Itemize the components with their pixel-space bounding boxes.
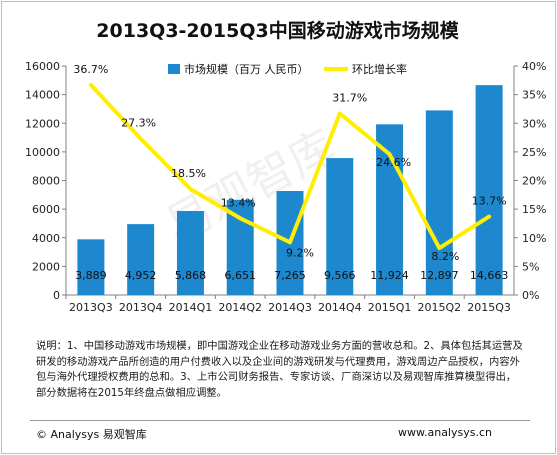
line-value-label: 27.3%	[121, 117, 156, 130]
line-value-label: 36.7%	[73, 63, 108, 76]
y-tick-label-left: 16000	[25, 60, 60, 73]
y-tick-label-left: 4000	[32, 232, 60, 245]
bar	[127, 224, 155, 295]
bar-value-label: 12,897	[420, 269, 459, 282]
line-value-label: 18.5%	[171, 167, 206, 180]
bar	[77, 239, 105, 295]
bar	[475, 85, 503, 296]
legend-label-line: 环比增长率	[352, 62, 407, 76]
line-value-label: 31.7%	[332, 92, 367, 105]
bar	[326, 158, 354, 295]
y-tick-label-left: 10000	[25, 146, 60, 159]
bar-value-label: 7,265	[274, 269, 306, 282]
footer-copyright: © Analysys 易观智库	[36, 428, 147, 441]
y-tick-label-right: 30%	[522, 117, 546, 130]
line-value-label: 8.2%	[431, 250, 459, 263]
line-value-label: 24.6%	[376, 156, 411, 169]
bar	[226, 199, 254, 295]
x-tick-label: 2015Q3	[467, 301, 511, 314]
growth-line	[88, 82, 492, 251]
bar-value-label: 5,868	[175, 269, 207, 282]
y-tick-label-left: 6000	[32, 203, 60, 216]
chart-canvas: 易观智库020004000600080001000012000140001600…	[25, 60, 546, 314]
bar-value-label: 14,663	[470, 269, 509, 282]
bar-value-label: 4,952	[125, 269, 157, 282]
x-tick-label: 2015Q1	[368, 301, 412, 314]
footer-divider	[30, 420, 530, 421]
y-tick-label-left: 12000	[25, 117, 60, 130]
x-tick-label: 2013Q3	[69, 301, 113, 314]
bar-value-label: 11,924	[370, 269, 409, 282]
y-tick-label-right: 15%	[522, 203, 546, 216]
y-tick-label-left: 2000	[32, 260, 60, 273]
bar-value-label: 6,651	[224, 269, 256, 282]
chart-title: 2013Q3-2015Q3中国移动游戏市场规模	[96, 20, 459, 42]
bar-value-label: 9,566	[324, 269, 356, 282]
y-tick-label-left: 14000	[25, 89, 60, 102]
footer-website: www.analysys.cn	[398, 426, 492, 439]
bar-value-label: 3,889	[75, 269, 107, 282]
chart-note: 说明：1、中国移动游戏市场规模，即中国游戏企业在移动游戏业务方面的营收总和。2、…	[36, 340, 523, 399]
legend-label-bar: 市场规模（百万 人民币）	[184, 62, 309, 76]
line-value-label: 9.2%	[286, 246, 314, 259]
y-tick-label-right: 35%	[522, 89, 546, 102]
x-tick-label: 2014Q2	[218, 301, 262, 314]
bar	[425, 110, 453, 296]
line-value-label: 13.4%	[221, 196, 256, 209]
y-tick-label-right: 40%	[522, 60, 546, 73]
y-tick-label-right: 25%	[522, 146, 546, 159]
x-tick-label: 2014Q4	[318, 301, 362, 314]
y-tick-label-right: 10%	[522, 232, 546, 245]
x-tick-label: 2015Q2	[418, 301, 462, 314]
x-tick-label: 2014Q1	[169, 301, 213, 314]
y-tick-label-left: 0	[53, 289, 60, 302]
y-tick-label-right: 20%	[522, 175, 546, 188]
legend-swatch-bar	[168, 64, 180, 74]
y-tick-label-left: 8000	[32, 175, 60, 188]
x-tick-label: 2013Q4	[119, 301, 163, 314]
x-tick-label: 2014Q3	[268, 301, 312, 314]
y-tick-label-right: 0%	[522, 289, 539, 302]
y-tick-label-right: 5%	[522, 260, 539, 273]
line-value-label: 13.7%	[472, 195, 507, 208]
bar	[176, 211, 204, 295]
